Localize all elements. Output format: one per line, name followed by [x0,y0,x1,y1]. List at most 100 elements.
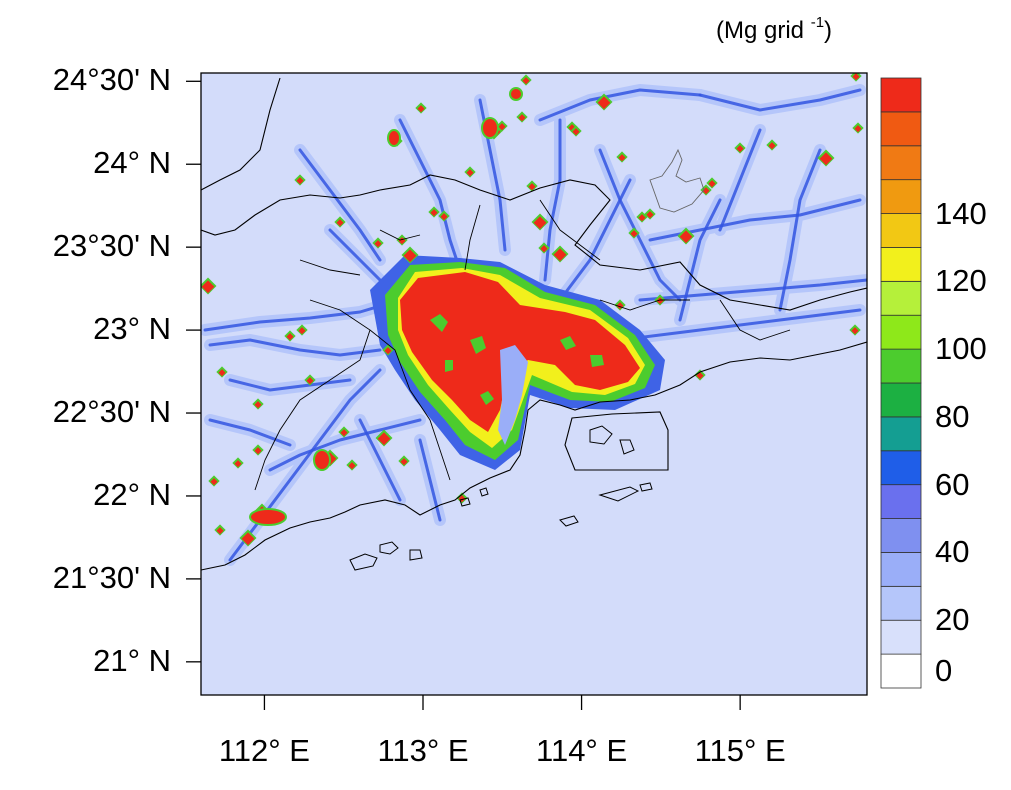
network-line [358,418,402,502]
network-line [638,278,867,302]
hotspot-cell [241,532,255,546]
colorbar-tick-label: 60 [935,466,970,502]
hotspot-cell [218,369,226,377]
hotspot-blob [481,117,499,139]
hotspot-cell [696,372,704,380]
hotspot-cell [528,183,536,191]
axis-ticks [186,80,741,710]
network-line [618,308,862,342]
hotspot-cell [572,128,580,136]
hotspot-cell [254,447,262,455]
colorbar [880,77,922,689]
hotspot-cell [374,240,382,248]
lon-tick-label: 112° E [218,733,310,768]
coastline [201,341,867,571]
lat-tick-label: 21°30' N [52,559,171,595]
colorbar-cell [880,247,922,282]
hotspot-cell [201,280,215,294]
hong-kong-boundary [564,411,669,471]
hotspot-cell [852,73,860,81]
hotspot-cell [854,125,862,133]
colorbar-cell [880,348,922,384]
colorbar-tick-label: 20 [935,602,970,638]
lat-tick-label: 22° N [93,476,171,512]
hotspot-cell [656,297,664,305]
colorbar-cell [880,653,922,689]
network-line [268,418,422,472]
urban-core-emissions [370,255,665,470]
network-line [228,368,382,562]
hotspot-cell [417,105,425,113]
colorbar-tick-label: 140 [935,195,987,231]
colorbar-cell [880,585,922,621]
network-line [398,118,462,272]
hotspot-cell [851,327,859,335]
hotspot-cell [768,142,776,150]
network-line [208,418,292,447]
lon-tick-label: 115° E [694,733,786,768]
hotspot-cell [298,327,306,335]
lat-tick-label: 23° N [93,311,171,347]
hotspot-cell [340,429,348,437]
network-line [228,378,352,392]
hotspot-cell [286,333,294,341]
network-line [698,88,862,112]
colorbar-tick-label: 80 [935,398,970,434]
lon-tick-label: 113° E [377,733,469,768]
map-panel [186,72,868,710]
lat-tick-label: 23°30' N [52,228,171,264]
colorbar-cell [880,518,922,553]
colorbar-cell [880,619,922,655]
hotspot-blob [249,508,287,526]
hotspot-cell [254,401,262,409]
colorbar-cell [880,416,922,452]
hotspot-cell [518,114,526,122]
lat-tick-label: 21° N [93,642,171,678]
network-line [208,338,382,357]
units-close: ) [824,17,833,44]
lon-tick-label: 114° E [536,733,628,768]
colorbar-cell [880,450,922,486]
network-line [543,118,562,282]
hotspot-cell [498,123,506,131]
hotspot-cell [348,462,356,470]
hotspot-blob [509,87,523,101]
network-line [778,148,822,312]
hotspot-cell [540,245,548,253]
colorbar-cell [880,314,922,350]
lat-tick-label: 24°30' N [52,62,171,98]
colorbar-tick-label: 40 [935,534,970,570]
map-frame [200,72,868,696]
network-line [598,148,682,302]
hotspot-cell [384,347,392,355]
hotspot-blob [313,449,331,471]
hotspot-cell [736,145,744,153]
colorbar-cell [880,111,922,147]
hotspot-blob [387,129,401,147]
pearl-river-water [498,345,528,445]
hotspot-cell [210,478,218,486]
lat-tick-label: 24° N [93,145,171,181]
hotspot-cell [336,219,344,227]
hotspot-cell [638,214,646,222]
hotspot-cell [702,187,710,195]
units-text: (Mg grid [716,17,805,44]
hotspot-cell [630,230,638,238]
hotspot-cell [430,209,438,217]
colorbar-cell [880,213,922,248]
hotspot-cell [522,77,530,85]
colorbar-tick-label: 120 [935,263,987,299]
colorbar-cell [880,280,922,316]
network-line [538,88,702,122]
network-line [718,128,762,232]
province-boundary-west [201,77,867,311]
hotspot-cell [646,211,654,219]
colorbar-cell [880,382,922,418]
hotspot-cell [440,213,448,221]
hotspot-cell [234,460,242,468]
hotspot-cell [306,377,314,385]
emission-hotspots [201,73,864,547]
hotspot-cell [296,177,304,185]
reservoir-outline [649,148,705,213]
